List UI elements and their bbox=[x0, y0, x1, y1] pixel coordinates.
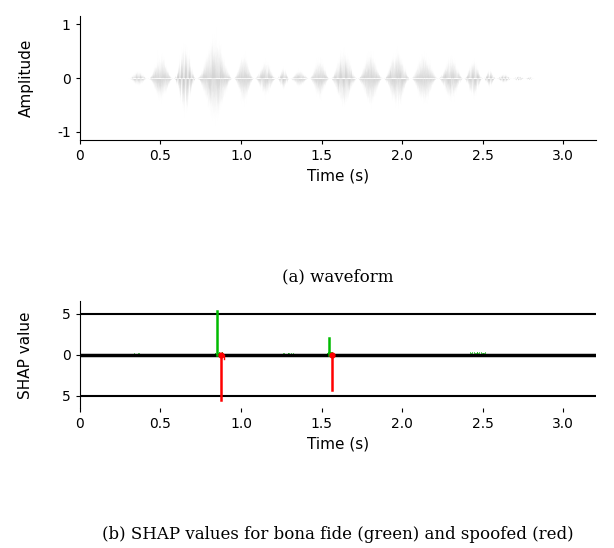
Y-axis label: SHAP value: SHAP value bbox=[18, 311, 33, 398]
X-axis label: Time (s): Time (s) bbox=[306, 168, 369, 184]
Text: (b) SHAP values for bona fide (green) and spoofed (red): (b) SHAP values for bona fide (green) an… bbox=[102, 526, 573, 543]
Y-axis label: Amplitude: Amplitude bbox=[18, 39, 33, 117]
Text: (a) waveform: (a) waveform bbox=[282, 268, 394, 286]
X-axis label: Time (s): Time (s) bbox=[306, 437, 369, 452]
